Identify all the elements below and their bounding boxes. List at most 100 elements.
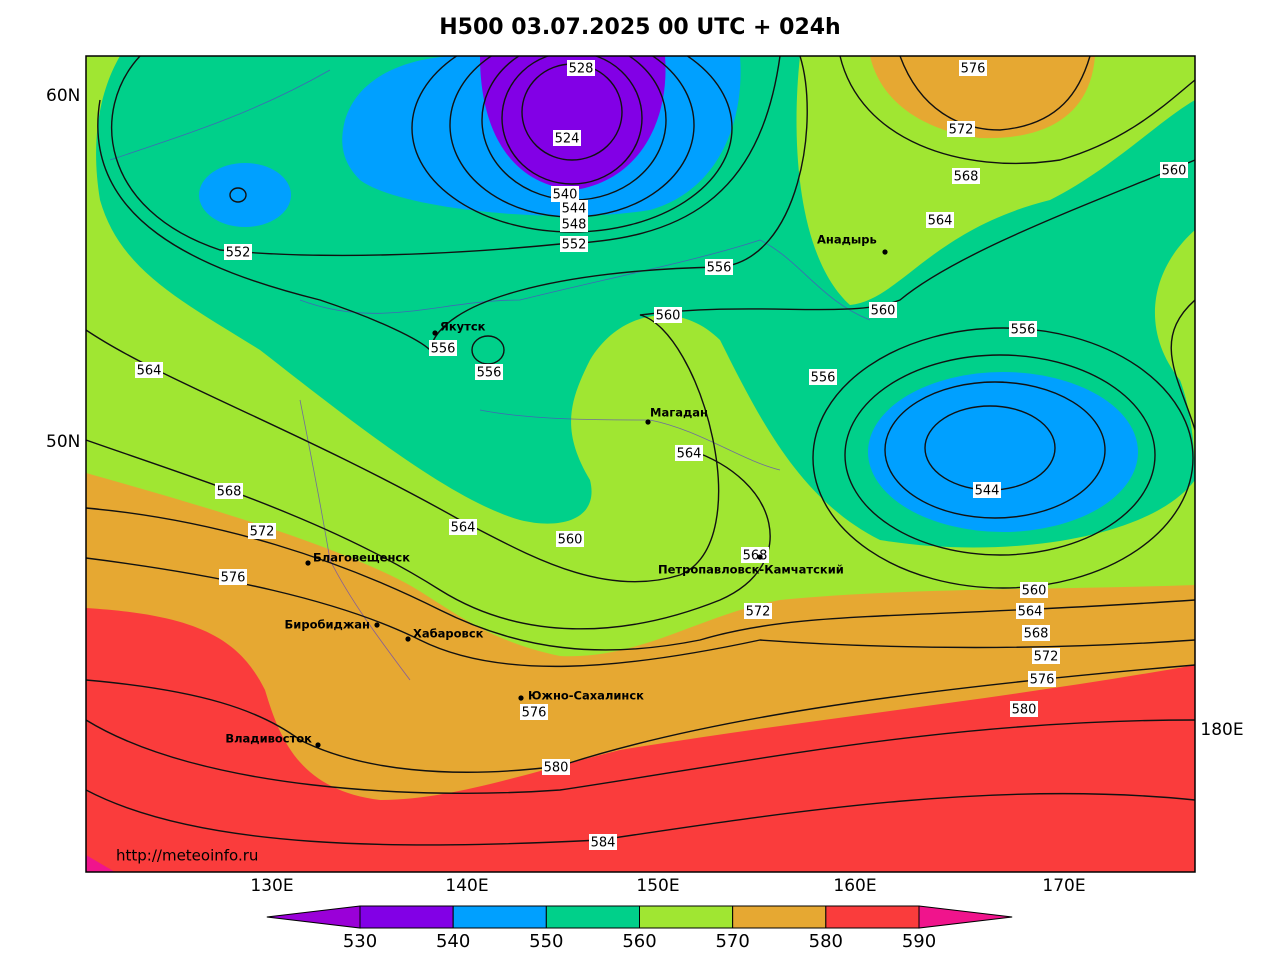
colorbar-segment: [825, 905, 920, 929]
city-label: Хабаровск: [413, 627, 484, 641]
contour-label-bg: [135, 362, 163, 378]
colorbar-tick-label: 580: [809, 931, 843, 952]
contour-label: 584: [591, 836, 616, 851]
contour-label-bg: [1020, 582, 1048, 598]
contour-label-bg: [475, 364, 503, 380]
contour-label-bg: [926, 212, 954, 228]
colorbar-tick-label: 540: [436, 931, 470, 952]
contour-label: 580: [544, 761, 569, 776]
city-label: Благовещенск: [313, 551, 410, 565]
contour-label-bg: [1010, 701, 1038, 717]
contour-label: 560: [871, 304, 896, 319]
contour-label: 568: [743, 549, 768, 564]
contour-label: 556: [1011, 323, 1036, 338]
map: [86, 56, 1195, 872]
labels: 5285245405445485525525565605565565645645…: [116, 60, 1188, 865]
lon-label: 180E: [1200, 720, 1243, 740]
city-dot: [305, 560, 311, 566]
contour-label-bg: [556, 531, 584, 547]
city-dot: [757, 554, 763, 560]
contour-label-bg: [219, 569, 247, 585]
contour-label: 572: [746, 605, 771, 620]
contour-label-bg: [589, 834, 617, 850]
colorbar-segment: [359, 905, 454, 929]
contour-label: 560: [1162, 164, 1187, 179]
lon-label: 140E: [445, 876, 488, 896]
contour-label-bg: [959, 60, 987, 76]
contour-label-bg: [1028, 671, 1056, 687]
map-title: H500 03.07.2025 00 UTC + 024h: [439, 15, 840, 40]
city-dot: [374, 622, 380, 628]
contour-label: 560: [558, 533, 583, 548]
contour-label-bg: [560, 236, 588, 252]
contour-label: 568: [954, 170, 979, 185]
lon-label: 160E: [833, 876, 876, 896]
contour-label: 560: [656, 309, 681, 324]
colorbar-segment: [452, 905, 547, 929]
contour-label: 576: [221, 571, 246, 586]
contour-label-bg: [248, 523, 276, 539]
contour-label: 556: [707, 261, 732, 276]
contour-label: 572: [949, 123, 974, 138]
city-dot: [405, 636, 411, 642]
colorbar-segment: [545, 905, 640, 929]
lon-label: 150E: [636, 876, 679, 896]
contour-label: 580: [1012, 703, 1037, 718]
city-label: Биробиджан: [285, 618, 370, 632]
fill-540-550: [868, 372, 1138, 532]
contour-label-bg: [520, 704, 548, 720]
city-dot: [432, 330, 438, 336]
contour-label: 544: [975, 484, 1000, 499]
contour-label: 576: [961, 62, 986, 77]
contour-label-bg: [654, 307, 682, 323]
contour-label-bg: [449, 519, 477, 535]
colorbar-segment: [639, 905, 734, 929]
contour-label-bg: [1022, 625, 1050, 641]
contour-label-bg: [1009, 321, 1037, 337]
contour-label-bg: [744, 603, 772, 619]
map-frame: [85, 55, 1196, 873]
city-label: Южно-Сахалинск: [528, 689, 644, 703]
contour-label-bg: [560, 200, 588, 216]
contour-label-bg: [869, 302, 897, 318]
contour-label: 524: [555, 132, 580, 147]
colorbar-tick-label: 590: [902, 931, 936, 952]
lon-label: 170E: [1042, 876, 1085, 896]
contour-label: 576: [1030, 673, 1055, 688]
fill-570-580: [870, 56, 1095, 139]
contour-label-bg: [551, 186, 579, 202]
contour-label: 572: [1034, 650, 1059, 665]
contour-label-bg: [675, 445, 703, 461]
contour-label: 552: [562, 238, 587, 253]
city-label: Якутск: [440, 320, 486, 334]
contour-label: 560: [1022, 584, 1047, 599]
contour-label-bg: [567, 60, 595, 76]
contour-label: 544: [562, 202, 587, 217]
contour-label-bg: [542, 759, 570, 775]
source-label: http://meteoinfo.ru: [116, 847, 258, 865]
city-dot: [518, 695, 524, 701]
contour-label-bg: [560, 216, 588, 232]
contour-label: 564: [928, 214, 953, 229]
contour-label-bg: [705, 259, 733, 275]
contour-label: 564: [1018, 605, 1043, 620]
contour-label: 540: [553, 188, 578, 203]
city-label: Магадан: [650, 406, 708, 420]
contour-label: 572: [250, 525, 275, 540]
contour-label-bg: [952, 168, 980, 184]
contour-label: 556: [811, 371, 836, 386]
contour-label: 576: [522, 706, 547, 721]
contour-label: 528: [569, 62, 594, 77]
lon-label: 130E: [250, 876, 293, 896]
colorbar-tick-label: 530: [343, 931, 377, 952]
city-label: Владивосток: [225, 732, 312, 746]
city-dot: [315, 742, 321, 748]
contour-label: 564: [137, 364, 162, 379]
colorbar-low: [266, 905, 361, 929]
colorbar: 530 540 550 560 570 580 590: [266, 905, 1013, 952]
contour-label-bg: [1032, 648, 1060, 664]
city-dot: [645, 419, 651, 425]
lat-label: 60N: [46, 86, 80, 106]
contour-label: 552: [226, 246, 251, 261]
